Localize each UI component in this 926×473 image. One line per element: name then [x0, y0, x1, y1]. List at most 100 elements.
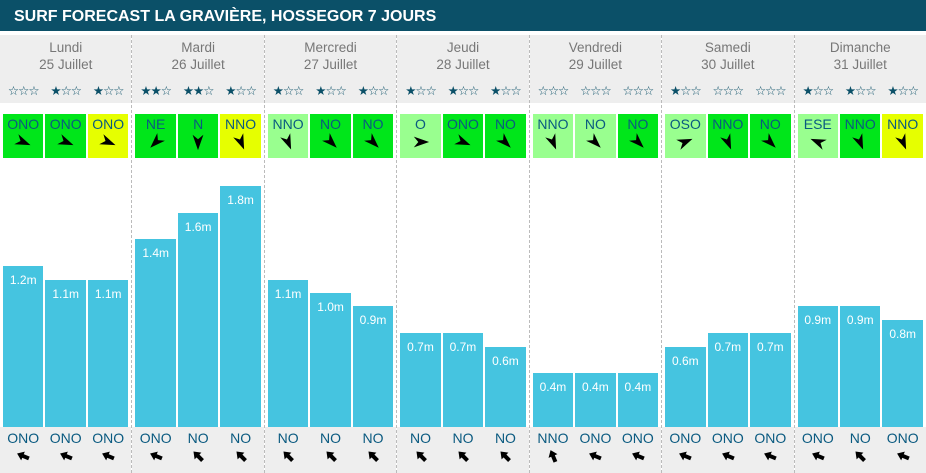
wave-height-label: 0.7m	[714, 340, 742, 355]
rating-row: ★☆☆ ★☆☆ ★☆☆	[264, 78, 397, 103]
wave-height-bar: 0.7m	[750, 333, 791, 427]
wave-height-bar: 1.1m	[87, 279, 129, 427]
swell-arrow-icon	[500, 451, 512, 462]
wind-direction: NNO	[712, 116, 744, 132]
star-rating-icon: ★☆☆	[887, 84, 919, 98]
wind-arrow-icon	[586, 133, 602, 148]
swell-direction: NO	[230, 430, 252, 446]
wind-direction: ESE	[803, 116, 832, 132]
wind-direction: NE	[145, 116, 166, 132]
wind-arrow-icon	[454, 134, 471, 146]
swell-cell: ONO	[45, 427, 85, 473]
wind-arrow-icon	[676, 138, 693, 150]
star-rating-icon: ☆☆☆	[537, 84, 570, 98]
forecast-grid: Lundi 25 Juillet ☆☆☆ ★☆☆ ★☆☆ ONO ONO ONO 1.2…	[0, 35, 926, 473]
swell-row: ONO NO ONO	[794, 427, 926, 473]
swell-arrow-icon	[149, 451, 163, 461]
star-rating-icon: ★☆☆	[315, 84, 347, 98]
wave-height-bar: 1.0m	[310, 293, 351, 427]
wind-box: NNO	[220, 114, 261, 158]
day-header: Jeudi 28 Juillet	[397, 35, 529, 78]
wind-row: NNO NO NO	[265, 103, 396, 159]
wave-height-label: 1.6m	[184, 219, 212, 234]
swell-direction: NO	[410, 430, 431, 446]
wave-height-bar: 0.4m	[575, 373, 616, 427]
wind-box: NO	[617, 114, 659, 158]
swell-direction: NO	[187, 430, 209, 446]
swell-cell: NO	[310, 427, 350, 473]
wind-box: NNO	[840, 114, 881, 158]
swell-direction: ONO	[579, 430, 612, 446]
star-rating-icon: ★☆☆	[92, 84, 125, 98]
swell-arrow-icon	[102, 451, 115, 461]
day-header: Vendredi 29 Juillet	[529, 35, 662, 78]
star-rating-icon: ☆☆☆	[7, 84, 40, 98]
swell-row: ONO NO NO	[132, 427, 264, 473]
day-header: Samedi 30 Juillet	[662, 35, 794, 78]
swell-cell: ONO	[750, 427, 790, 473]
star-rating-icon: ★★☆	[140, 84, 172, 98]
wind-arrow-icon	[894, 133, 906, 150]
wind-box: NNO	[532, 114, 574, 158]
wind-direction: NO	[320, 116, 342, 132]
swell-arrow-icon	[855, 451, 867, 462]
swell-cell: NO	[268, 427, 308, 473]
wave-height-label: 0.4m	[539, 380, 567, 395]
swell-row: ONO ONO ONO	[0, 427, 132, 473]
swell-arrow-icon	[193, 451, 205, 462]
star-rating-icon: ★☆☆	[447, 84, 480, 98]
wind-box: ONO	[45, 114, 86, 158]
wave-chart: 0.4m 0.4m 0.4m	[530, 135, 661, 427]
swell-direction: NO	[849, 430, 871, 446]
wave-height-bar: 1.8m	[220, 185, 261, 427]
swell-arrow-icon	[59, 451, 73, 461]
swell-arrow-icon	[764, 451, 777, 461]
day-column: Samedi 30 Juillet ★☆☆ ☆☆☆ ☆☆☆ OSO NNO NO 0.6…	[661, 35, 794, 473]
wind-box: NO	[352, 114, 394, 158]
day-name: Vendredi	[568, 40, 623, 55]
wind-arrow-icon	[852, 133, 864, 150]
swell-cell: NNO	[533, 427, 573, 473]
swell-arrow-icon	[631, 451, 645, 461]
wave-height-label: 0.4m	[624, 380, 652, 395]
swell-direction: ONO	[49, 430, 82, 446]
wind-direction: NO	[627, 116, 649, 132]
wave-height-label: 0.6m	[672, 353, 699, 368]
wind-direction: ONO	[447, 116, 479, 132]
swell-cell: NO	[443, 427, 483, 473]
swell-arrow-icon	[283, 451, 295, 462]
rating-row: ☆☆☆ ☆☆☆ ☆☆☆	[529, 78, 662, 103]
swell-cell: ONO	[882, 427, 922, 473]
wind-arrow-icon	[545, 133, 557, 150]
wave-height-bar: 1.6m	[177, 212, 219, 427]
wind-box: OSO	[665, 114, 706, 158]
wave-height-label: 0.4m	[582, 380, 609, 395]
swell-direction: NO	[320, 430, 342, 446]
day-header: Dimanche 31 Juillet	[794, 35, 926, 78]
day-column: Dimanche 31 Juillet ★☆☆ ★☆☆ ★☆☆ ESE NNO NNO …	[793, 35, 926, 473]
swell-cell: NO	[353, 427, 393, 473]
star-rating-icon: ★☆☆	[357, 84, 390, 98]
wave-height-label: 0.7m	[407, 340, 434, 355]
wind-direction: NO	[494, 116, 516, 132]
swell-direction: ONO	[139, 430, 172, 446]
swell-cell: ONO	[618, 427, 658, 473]
swell-row: NNO ONO ONO	[529, 427, 662, 473]
star-rating-icon: ★☆☆	[490, 84, 522, 98]
wind-arrow-icon	[192, 134, 204, 151]
day-name: Lundi	[49, 40, 83, 55]
wind-box: N	[177, 114, 219, 158]
star-rating-icon: ★☆☆	[670, 84, 702, 98]
day-name: Mercredi	[304, 40, 357, 55]
day-date: 26 Juillet	[171, 57, 225, 72]
wind-arrow-icon	[810, 138, 827, 150]
wind-direction: NNO	[887, 116, 919, 132]
wind-direction: NO	[759, 116, 781, 132]
swell-arrow-icon	[589, 451, 603, 461]
wind-row: O ONO NO	[397, 103, 528, 159]
rating-row: ★☆☆ ★☆☆ ★☆☆	[794, 78, 926, 103]
wind-arrow-icon	[496, 133, 512, 148]
swell-cell: ONO	[135, 427, 175, 473]
star-rating-icon: ☆☆☆	[754, 84, 787, 98]
wind-box: O	[400, 114, 441, 158]
